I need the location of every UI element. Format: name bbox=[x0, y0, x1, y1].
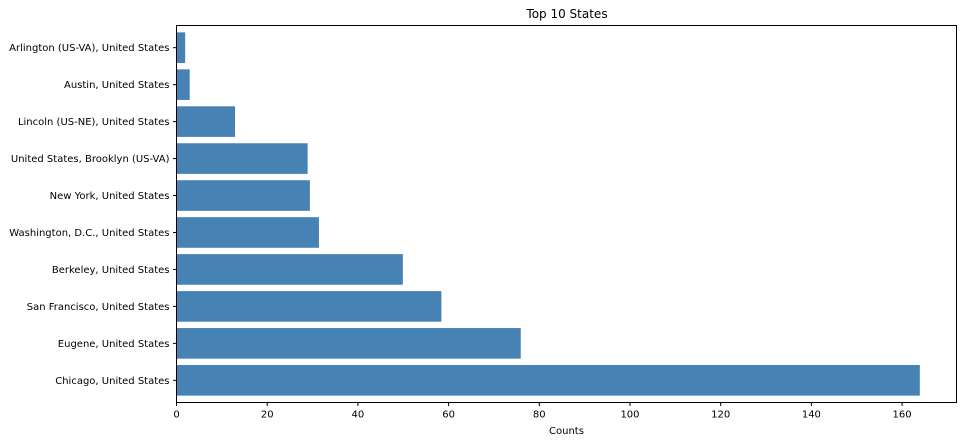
bar bbox=[176, 142, 309, 175]
bar bbox=[176, 179, 311, 212]
plot-frame bbox=[176, 25, 957, 403]
bar bbox=[176, 290, 443, 323]
bar bbox=[176, 253, 404, 286]
y-tick-label: San Francisco, United States bbox=[27, 302, 170, 313]
bar bbox=[176, 327, 522, 360]
chart-title: Top 10 States bbox=[525, 7, 607, 21]
x-tick-label: 60 bbox=[442, 410, 455, 421]
x-tick-label: 20 bbox=[261, 410, 274, 421]
bar bbox=[176, 31, 186, 64]
x-axis: 0 20 40 60 80 100 120 140 160 bbox=[173, 402, 912, 421]
y-tick-label: United States, Brooklyn (US-VA) bbox=[11, 154, 170, 165]
x-tick-label: 100 bbox=[620, 410, 639, 421]
y-tick-label: Arlington (US-VA), United States bbox=[9, 43, 169, 54]
x-tick-label: 140 bbox=[802, 410, 821, 421]
bar bbox=[176, 364, 921, 397]
bar bbox=[176, 216, 320, 249]
bars-layer bbox=[176, 31, 921, 397]
y-tick-label: Lincoln (US-NE), United States bbox=[18, 117, 170, 128]
y-tick-label: Berkeley, United States bbox=[52, 265, 170, 276]
y-tick-label: Eugene, United States bbox=[58, 339, 170, 350]
bar bbox=[176, 105, 236, 138]
y-tick-label: Washington, D.C., United States bbox=[9, 228, 169, 239]
y-axis: Arlington (US-VA), United States Austin, … bbox=[9, 43, 177, 387]
x-axis-label: Counts bbox=[549, 426, 584, 437]
x-tick-label: 80 bbox=[533, 410, 546, 421]
x-tick-label: 40 bbox=[352, 410, 365, 421]
bar bbox=[176, 68, 191, 101]
x-tick-label: 120 bbox=[711, 410, 730, 421]
x-tick-label: 0 bbox=[173, 410, 179, 421]
y-tick-label: New York, United States bbox=[50, 191, 170, 202]
x-tick-label: 160 bbox=[893, 410, 912, 421]
y-tick-label: Chicago, United States bbox=[55, 376, 169, 387]
y-tick-label: Austin, United States bbox=[64, 80, 170, 91]
